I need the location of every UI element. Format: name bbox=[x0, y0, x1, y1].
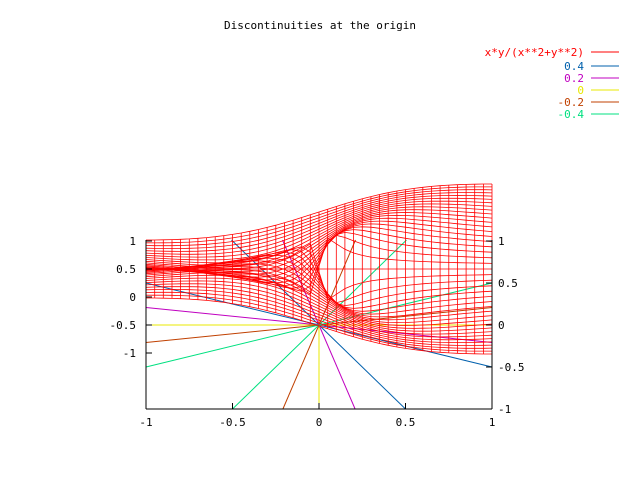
surface-mesh-line bbox=[145, 209, 493, 267]
surface-mesh-line bbox=[145, 280, 493, 338]
legend-label-level-neg0.4: -0.4 bbox=[558, 108, 585, 121]
surface-mesh-line bbox=[145, 212, 493, 269]
left-z-tick-label: 1 bbox=[129, 235, 136, 248]
left-z-tick-label: -1 bbox=[123, 347, 136, 360]
surface-mesh-line bbox=[146, 183, 492, 241]
surface-mesh-line bbox=[145, 186, 492, 244]
right-z-tick-label: -1 bbox=[498, 403, 511, 416]
surface-mesh-line bbox=[145, 189, 493, 247]
legend-label-level-0: 0 bbox=[577, 84, 584, 97]
surface-mesh-line bbox=[145, 277, 493, 335]
contour-line--0.2 bbox=[282, 324, 320, 410]
x-tick-label: 0.5 bbox=[396, 416, 416, 429]
right-z-tick-label: 1 bbox=[498, 235, 505, 248]
contour-line-0.2 bbox=[318, 324, 356, 410]
surface-mesh-line bbox=[145, 283, 493, 341]
legend-label-level-0.4: 0.4 bbox=[564, 60, 584, 73]
x-tick-label: 1 bbox=[489, 416, 496, 429]
surface-mesh-line bbox=[146, 297, 492, 355]
x-ticks: -1 -0.5 0 0.5 1 bbox=[139, 403, 495, 429]
right-z-ticks: 1 0.5 0 -0.5 -1 bbox=[486, 235, 525, 416]
surface-mesh-line bbox=[145, 294, 492, 352]
x-tick-label: 0 bbox=[316, 416, 323, 429]
surface-mesh-line bbox=[145, 200, 493, 258]
surface-mesh-line bbox=[145, 214, 493, 272]
legend-label-level-neg0.2: -0.2 bbox=[558, 96, 585, 109]
contour-line--0.2 bbox=[318, 239, 356, 326]
contour-line--0.4 bbox=[145, 324, 320, 368]
chart-title: Discontinuities at the origin bbox=[224, 19, 416, 32]
left-z-tick-label: 0 bbox=[129, 291, 136, 304]
legend: x*y/(x**2+y**2) 0.4 0.2 0 -0.2 -0.4 bbox=[485, 46, 619, 121]
right-z-tick-label: 0.5 bbox=[498, 277, 518, 290]
surface-mesh-line bbox=[145, 220, 493, 278]
surface-mesh-line bbox=[145, 274, 493, 332]
left-z-ticks: 1 0.5 0 -0.5 -1 bbox=[110, 235, 152, 360]
x-tick-label: -1 bbox=[139, 416, 152, 429]
surface-mesh bbox=[145, 183, 493, 355]
contour-line-0.4 bbox=[318, 324, 406, 410]
legend-label-level-0.2: 0.2 bbox=[564, 72, 584, 85]
legend-label-surface: x*y/(x**2+y**2) bbox=[485, 46, 584, 59]
surface-mesh-line bbox=[145, 194, 493, 252]
contour-line-0.2 bbox=[145, 307, 320, 326]
surface-mesh-line bbox=[145, 192, 493, 250]
left-z-tick-label: 0.5 bbox=[116, 263, 136, 276]
left-z-tick-label: -0.5 bbox=[110, 319, 137, 332]
surface-mesh-line bbox=[145, 206, 493, 264]
surface-mesh-line bbox=[145, 286, 493, 344]
surface-mesh-line bbox=[145, 234, 493, 292]
surface-mesh-line bbox=[145, 223, 493, 281]
contour-line--0.4 bbox=[232, 324, 320, 410]
surface-mesh-line bbox=[145, 246, 493, 304]
right-z-tick-label: 0 bbox=[498, 319, 505, 332]
contour-line--0.2 bbox=[145, 324, 320, 343]
surface-mesh-line bbox=[145, 217, 493, 275]
surface-mesh-line bbox=[145, 288, 493, 346]
surface-mesh-line bbox=[145, 197, 493, 255]
x-tick-label: -0.5 bbox=[219, 416, 246, 429]
surface-mesh-line bbox=[145, 237, 493, 295]
surface-mesh-line bbox=[145, 203, 493, 261]
right-z-tick-label: -0.5 bbox=[498, 361, 525, 374]
surface-mesh-line bbox=[145, 291, 493, 349]
